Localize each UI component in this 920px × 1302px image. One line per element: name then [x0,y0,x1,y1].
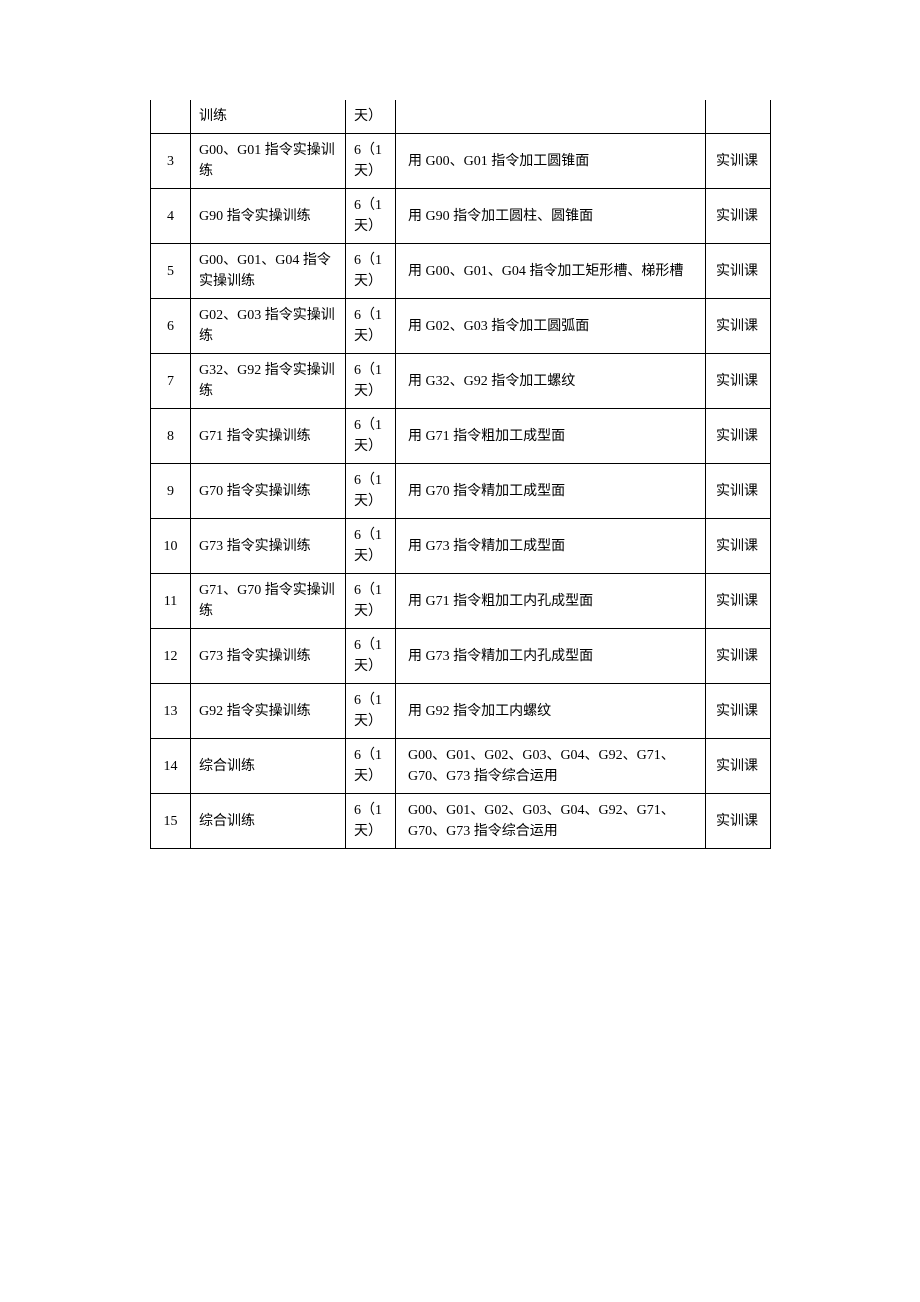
cell-num: 8 [151,409,191,464]
cell-name: 综合训练 [191,739,346,794]
cell-name: G73 指令实操训练 [191,629,346,684]
cell-num [151,100,191,134]
table-row: 8G71 指令实操训练6（1天）用 G71 指令粗加工成型面实训课 [151,409,771,464]
cell-content: G00、G01、G02、G03、G04、G92、G71、G70、G73 指令综合… [396,794,706,849]
cell-type: 实训课 [706,189,771,244]
cell-name: G71 指令实操训练 [191,409,346,464]
cell-name: G90 指令实操训练 [191,189,346,244]
cell-num: 15 [151,794,191,849]
table-row: 9G70 指令实操训练6（1天）用 G70 指令精加工成型面实训课 [151,464,771,519]
cell-name: G02、G03 指令实操训练 [191,299,346,354]
cell-content: 用 G71 指令粗加工内孔成型面 [396,574,706,629]
cell-name: 综合训练 [191,794,346,849]
cell-content: 用 G00、G01 指令加工圆锥面 [396,134,706,189]
cell-num: 4 [151,189,191,244]
cell-name: G00、G01 指令实操训练 [191,134,346,189]
table-row: 13G92 指令实操训练6（1天）用 G92 指令加工内螺纹实训课 [151,684,771,739]
cell-name: G73 指令实操训练 [191,519,346,574]
cell-num: 3 [151,134,191,189]
cell-duration: 6（1天） [346,629,396,684]
cell-duration: 6（1天） [346,409,396,464]
cell-type: 实训课 [706,519,771,574]
cell-type: 实训课 [706,134,771,189]
cell-type: 实训课 [706,464,771,519]
table-row: 7G32、G92 指令实操训练6（1天）用 G32、G92 指令加工螺纹实训课 [151,354,771,409]
table-row-partial: 训练 天） [151,100,771,134]
cell-num: 13 [151,684,191,739]
cell-duration: 6（1天） [346,464,396,519]
table-row: 14综合训练6（1天）G00、G01、G02、G03、G04、G92、G71、G… [151,739,771,794]
cell-num: 5 [151,244,191,299]
table-row: 4G90 指令实操训练6（1天）用 G90 指令加工圆柱、圆锥面实训课 [151,189,771,244]
cell-type: 实训课 [706,354,771,409]
table-row: 5G00、G01、G04 指令实操训练6（1天）用 G00、G01、G04 指令… [151,244,771,299]
cell-type: 实训课 [706,409,771,464]
cell-num: 6 [151,299,191,354]
cell-num: 14 [151,739,191,794]
training-table: 训练 天） 3G00、G01 指令实操训练6（1天）用 G00、G01 指令加工… [150,100,771,849]
cell-type: 实训课 [706,684,771,739]
cell-duration: 6（1天） [346,794,396,849]
table-row: 12G73 指令实操训练6（1天）用 G73 指令精加工内孔成型面实训课 [151,629,771,684]
cell-num: 11 [151,574,191,629]
cell-duration: 6（1天） [346,354,396,409]
table-row: 6G02、G03 指令实操训练6（1天）用 G02、G03 指令加工圆弧面实训课 [151,299,771,354]
cell-duration: 6（1天） [346,299,396,354]
cell-name: G71、G70 指令实操训练 [191,574,346,629]
cell-content: 用 G02、G03 指令加工圆弧面 [396,299,706,354]
cell-content: 用 G00、G01、G04 指令加工矩形槽、梯形槽 [396,244,706,299]
cell-num: 10 [151,519,191,574]
cell-type: 实训课 [706,794,771,849]
cell-type: 实训课 [706,299,771,354]
cell-duration: 6（1天） [346,244,396,299]
cell-content: 用 G73 指令精加工成型面 [396,519,706,574]
cell-content: 用 G90 指令加工圆柱、圆锥面 [396,189,706,244]
cell-type [706,100,771,134]
cell-num: 9 [151,464,191,519]
cell-num: 7 [151,354,191,409]
cell-duration: 天） [346,100,396,134]
cell-duration: 6（1天） [346,574,396,629]
cell-num: 12 [151,629,191,684]
table-row: 15综合训练6（1天）G00、G01、G02、G03、G04、G92、G71、G… [151,794,771,849]
cell-name: 训练 [191,100,346,134]
cell-type: 实训课 [706,574,771,629]
cell-content [396,100,706,134]
table-body: 训练 天） 3G00、G01 指令实操训练6（1天）用 G00、G01 指令加工… [151,100,771,849]
table-row: 10G73 指令实操训练6（1天）用 G73 指令精加工成型面实训课 [151,519,771,574]
table-row: 11G71、G70 指令实操训练6（1天）用 G71 指令粗加工内孔成型面实训课 [151,574,771,629]
cell-type: 实训课 [706,629,771,684]
cell-content: 用 G71 指令粗加工成型面 [396,409,706,464]
cell-name: G00、G01、G04 指令实操训练 [191,244,346,299]
cell-name: G92 指令实操训练 [191,684,346,739]
cell-duration: 6（1天） [346,189,396,244]
cell-name: G32、G92 指令实操训练 [191,354,346,409]
cell-name: G70 指令实操训练 [191,464,346,519]
cell-duration: 6（1天） [346,519,396,574]
cell-duration: 6（1天） [346,134,396,189]
cell-duration: 6（1天） [346,684,396,739]
cell-content: 用 G70 指令精加工成型面 [396,464,706,519]
cell-type: 实训课 [706,244,771,299]
table-row: 3G00、G01 指令实操训练6（1天）用 G00、G01 指令加工圆锥面实训课 [151,134,771,189]
cell-type: 实训课 [706,739,771,794]
cell-content: 用 G73 指令精加工内孔成型面 [396,629,706,684]
cell-content: G00、G01、G02、G03、G04、G92、G71、G70、G73 指令综合… [396,739,706,794]
cell-content: 用 G32、G92 指令加工螺纹 [396,354,706,409]
cell-content: 用 G92 指令加工内螺纹 [396,684,706,739]
cell-duration: 6（1天） [346,739,396,794]
